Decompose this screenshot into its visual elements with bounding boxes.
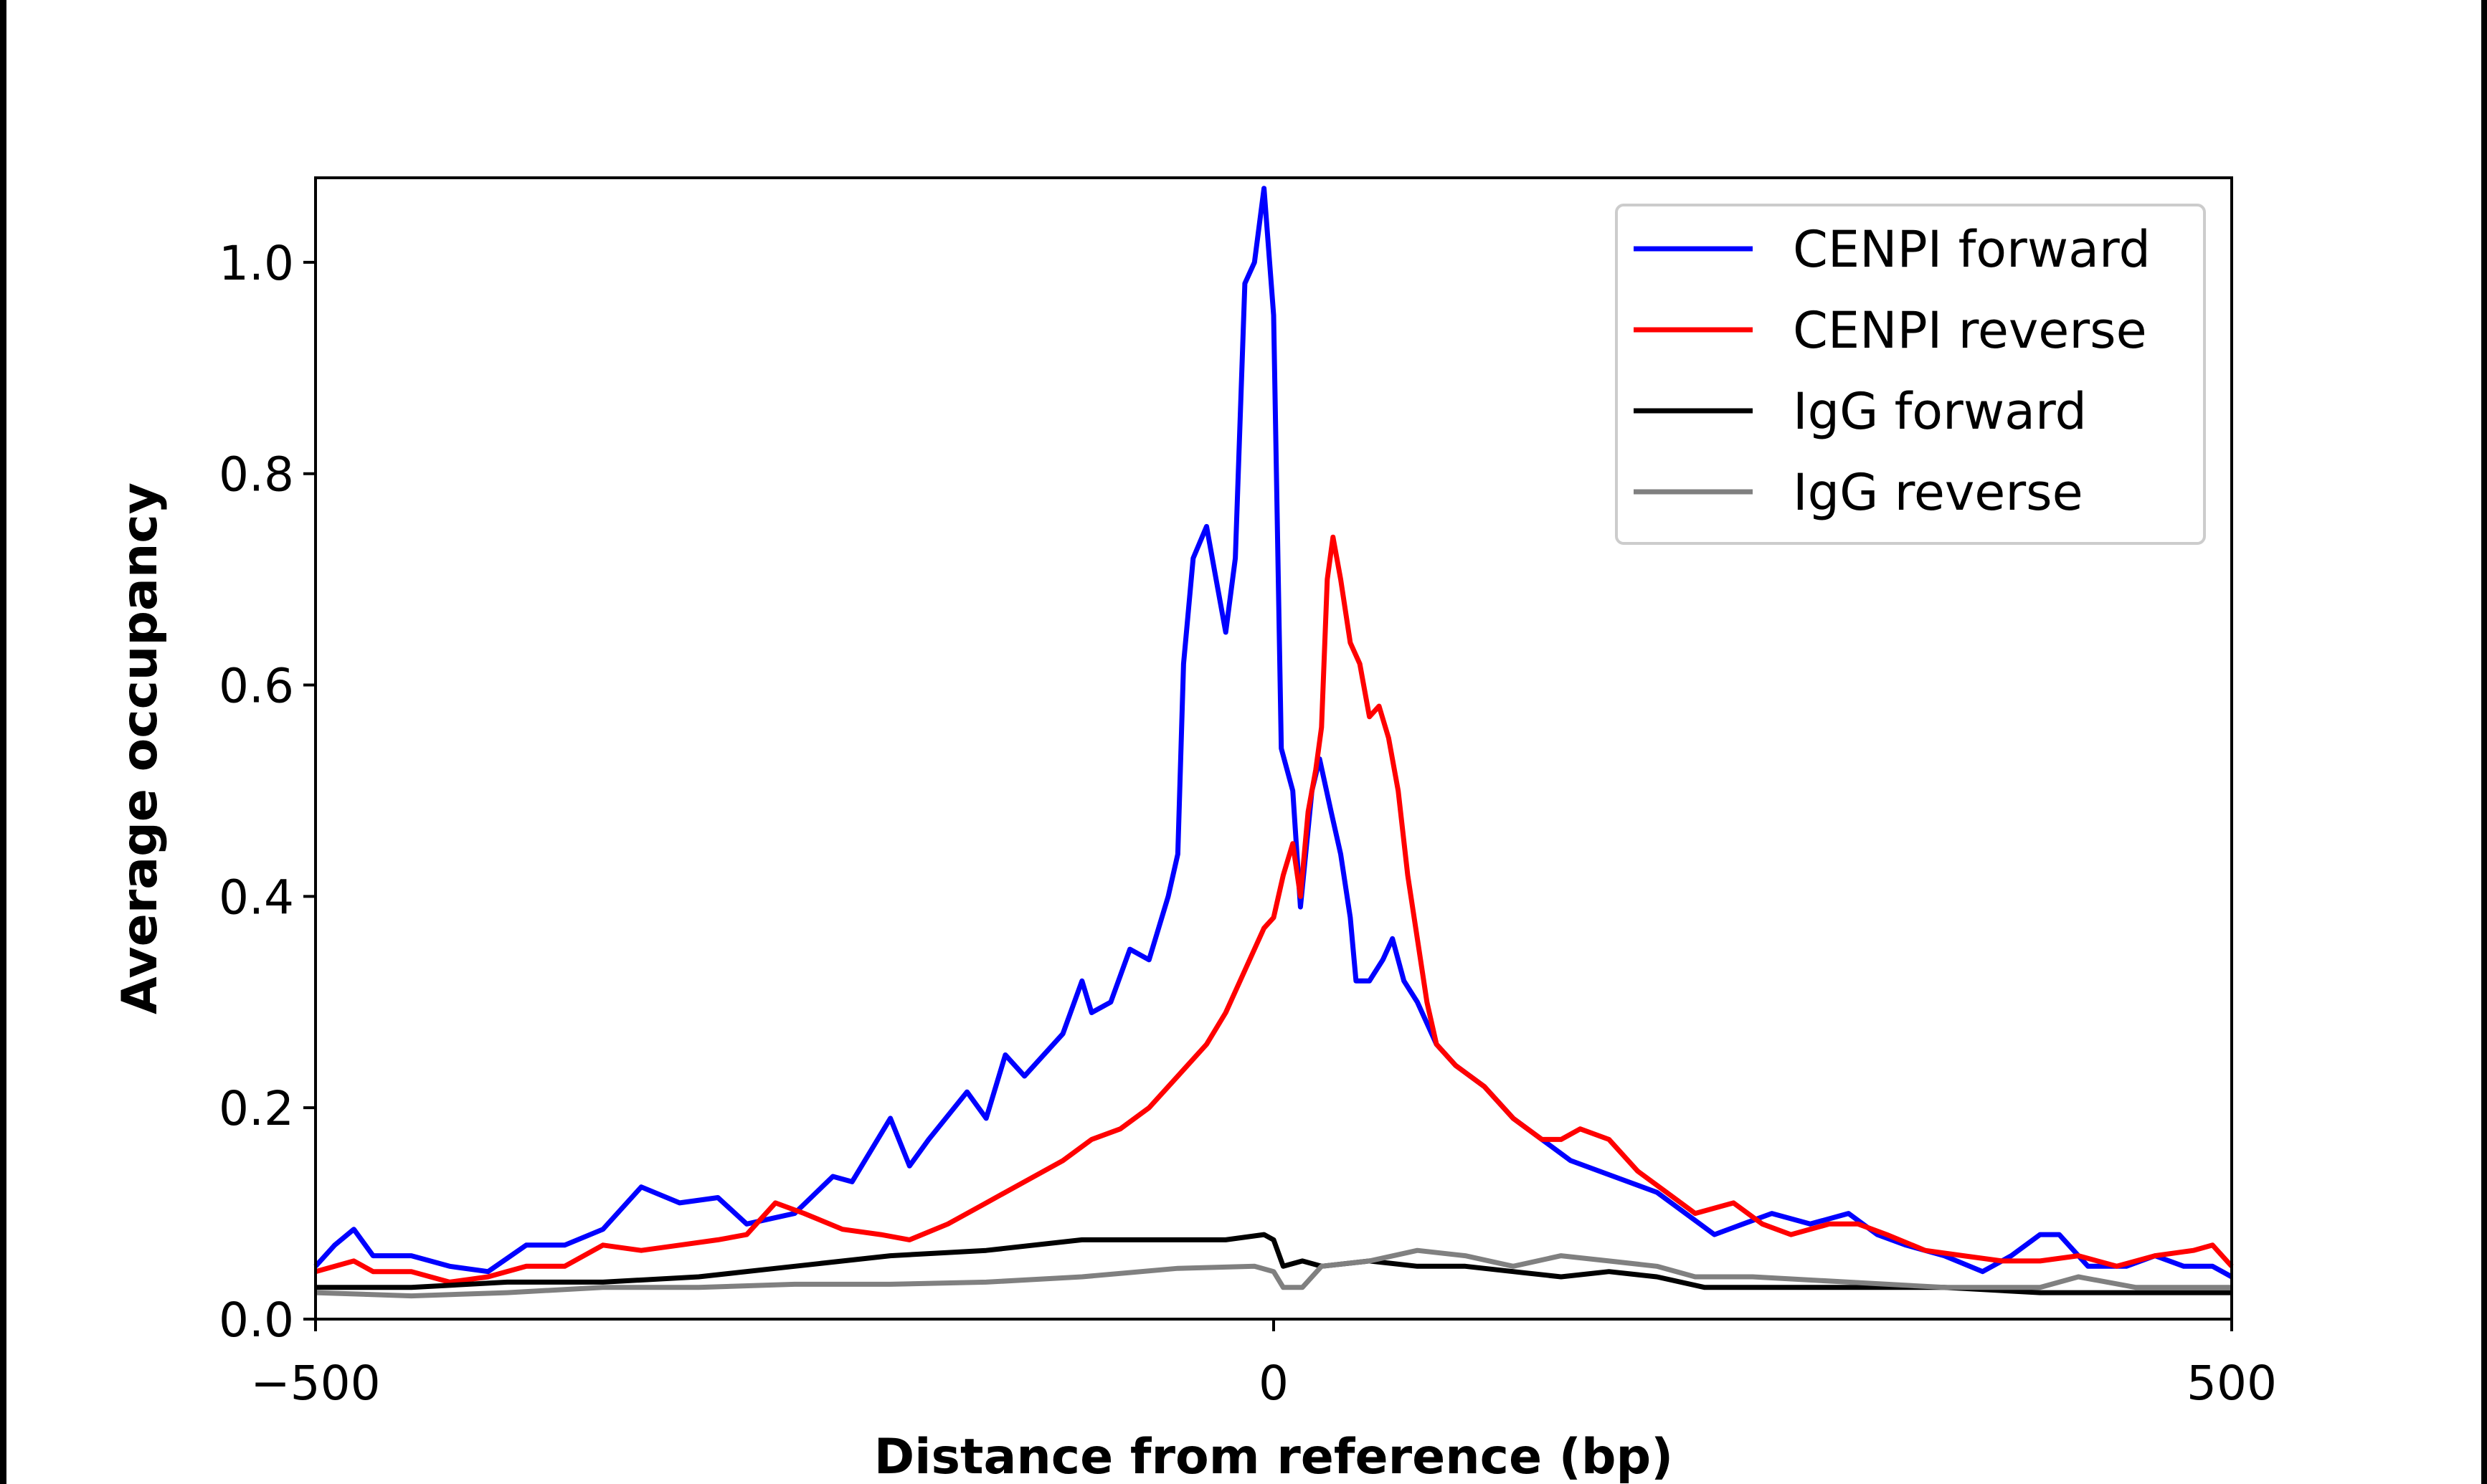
x-tick-label: 500 (2187, 1356, 2277, 1411)
legend-label: IgG reverse (1793, 463, 2083, 522)
y-axis: 0.0 0.2 0.4 0.6 0.8 1.0 (219, 236, 316, 1348)
y-tick-label: 0.2 (219, 1081, 294, 1136)
legend-label: IgG forward (1793, 382, 2087, 441)
x-axis: −500 0 500 (250, 1319, 2277, 1411)
x-tick-label: −500 (250, 1356, 380, 1411)
series-line-cenpi-reverse (315, 534, 2234, 1285)
x-axis-label: Distance from reference (bp) (874, 1429, 1674, 1484)
y-tick-label: 1.0 (219, 236, 294, 291)
left-edge-bar (0, 0, 6, 1484)
series-line-igg-forward (316, 1232, 2232, 1295)
legend-label: CENPI forward (1793, 220, 2151, 279)
legend: CENPI forward CENPI reverse IgG forward IgG… (1615, 204, 2206, 545)
y-tick-label: 0.4 (219, 870, 294, 925)
right-edge-bar (2481, 0, 2487, 1484)
legend-label: CENPI reverse (1793, 301, 2147, 360)
series-lines (313, 186, 2234, 1299)
y-axis-label: Average occupancy (112, 482, 169, 1014)
y-tick-label: 0.6 (219, 659, 294, 714)
series-line-cenpi-forward (313, 186, 2233, 1280)
y-tick-label: 0.0 (219, 1293, 294, 1348)
series-line-igg-reverse (315, 1247, 2232, 1299)
x-tick-label: 0 (1259, 1356, 1289, 1411)
y-tick-label: 0.8 (219, 447, 294, 503)
legend-box (1615, 204, 2206, 545)
